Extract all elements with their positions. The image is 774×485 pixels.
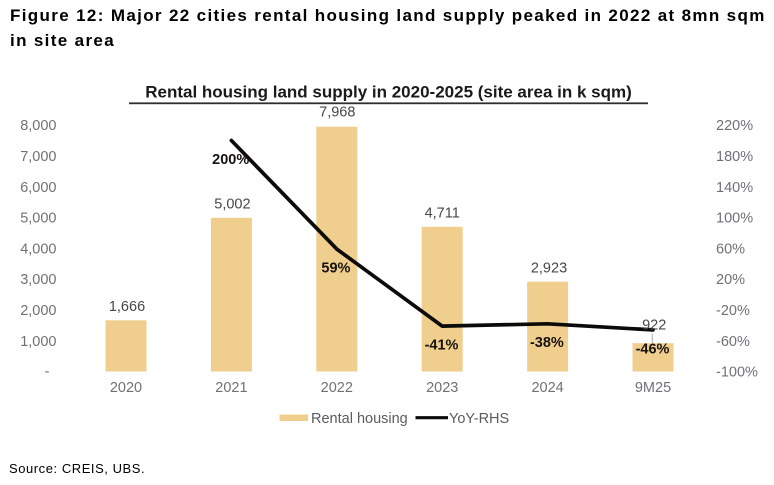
- svg-text:140%: 140%: [716, 180, 753, 196]
- svg-text:6,000: 6,000: [20, 180, 56, 196]
- svg-text:-100%: -100%: [716, 365, 758, 381]
- svg-text:-20%: -20%: [716, 303, 750, 319]
- svg-text:7,968: 7,968: [319, 105, 355, 121]
- svg-text:1,666: 1,666: [109, 299, 145, 315]
- svg-text:200%: 200%: [212, 152, 249, 168]
- svg-text:Rental housing land supply in: Rental housing land supply in 2020-2025 …: [145, 83, 632, 102]
- svg-text:180%: 180%: [716, 149, 753, 165]
- svg-text:922: 922: [642, 318, 666, 334]
- svg-text:3,000: 3,000: [20, 272, 56, 288]
- svg-text:-60%: -60%: [716, 334, 750, 350]
- svg-text:8,000: 8,000: [20, 118, 56, 134]
- svg-text:-46%: -46%: [636, 341, 670, 357]
- svg-text:2,000: 2,000: [20, 303, 56, 319]
- svg-text:5,002: 5,002: [214, 197, 250, 213]
- svg-text:2024: 2024: [531, 380, 563, 396]
- svg-text:100%: 100%: [716, 211, 753, 227]
- svg-text:59%: 59%: [321, 261, 350, 277]
- svg-text:YoY-RHS: YoY-RHS: [449, 411, 509, 427]
- svg-text:-38%: -38%: [530, 335, 564, 351]
- svg-text:-41%: -41%: [425, 338, 459, 354]
- svg-text:7,000: 7,000: [20, 149, 56, 165]
- svg-text:9M25: 9M25: [635, 380, 671, 396]
- svg-text:-: -: [45, 364, 50, 380]
- svg-text:4,711: 4,711: [425, 206, 460, 222]
- svg-text:2022: 2022: [321, 380, 353, 396]
- svg-text:4,000: 4,000: [20, 241, 56, 257]
- svg-text:220%: 220%: [716, 118, 753, 134]
- svg-text:Rental housing: Rental housing: [311, 411, 408, 427]
- svg-text:20%: 20%: [716, 272, 745, 288]
- svg-text:60%: 60%: [716, 241, 745, 257]
- svg-text:5,000: 5,000: [20, 211, 56, 227]
- svg-text:2023: 2023: [426, 380, 458, 396]
- svg-text:2020: 2020: [110, 380, 142, 396]
- svg-text:2021: 2021: [215, 380, 247, 396]
- svg-text:1,000: 1,000: [20, 334, 56, 350]
- svg-text:2,923: 2,923: [531, 261, 567, 277]
